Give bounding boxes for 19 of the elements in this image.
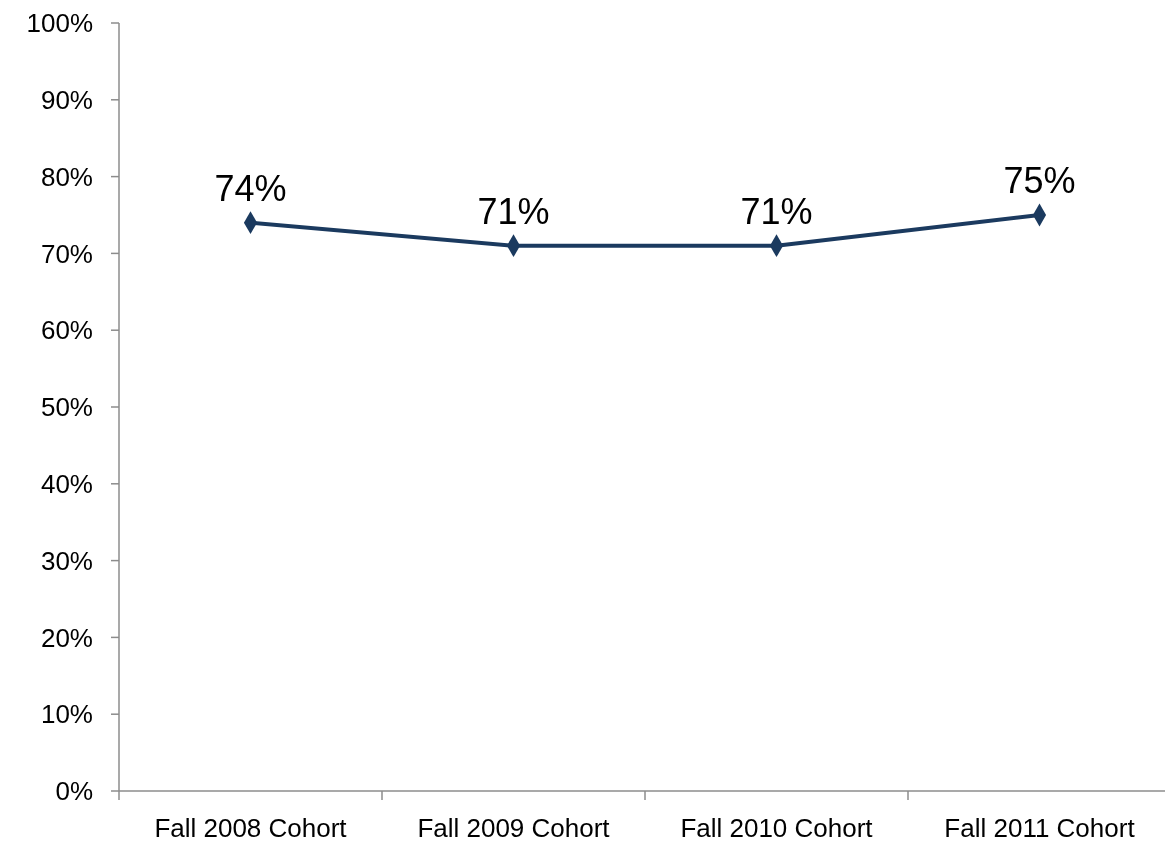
text: 71% — [477, 190, 550, 232]
x-tick-label: Fall 2008 Cohort — [154, 813, 348, 841]
text: 71% — [740, 190, 813, 232]
y-tick-label: 10% — [40, 699, 93, 730]
y-tick-label: 90% — [40, 84, 93, 115]
y-tick-label: 70% — [40, 238, 93, 269]
x-tick-label: Fall 2011 Cohort — [944, 813, 1136, 841]
y-tick-label: 20% — [40, 622, 93, 653]
y-tick-label: 60% — [40, 315, 93, 346]
y-tick-label: 80% — [40, 161, 93, 192]
text: 74% — [214, 167, 287, 209]
x-tick-label: Fall 2010 Cohort — [680, 813, 874, 841]
x-tick-label: Fall 2009 Cohort — [417, 813, 611, 841]
text: 75% — [1003, 160, 1076, 201]
y-tick-label: 50% — [40, 392, 93, 423]
y-tick-label: 0% — [55, 776, 93, 807]
y-tick-label: 40% — [40, 468, 93, 499]
y-tick-label: 100% — [26, 8, 93, 39]
y-tick-label: 30% — [40, 545, 93, 576]
